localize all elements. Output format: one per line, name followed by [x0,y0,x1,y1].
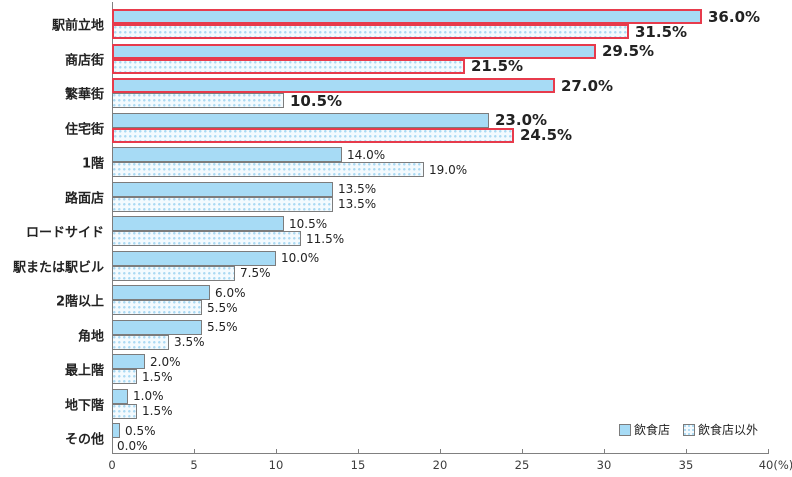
x-axis-line [112,453,769,454]
x-tick-label: 40(%) [758,458,792,472]
x-tick [440,449,441,453]
legend-label-non-restaurant: 飲食店以外 [697,423,758,437]
x-tick-label: 15 [350,458,366,472]
category-label: 最上階 [64,363,104,379]
bar [112,250,276,266]
solid-swatch-icon [618,423,631,436]
x-tick-label: 25 [514,458,530,472]
bar [112,334,169,350]
bar [112,216,284,231]
value-label: 27.0% [561,76,614,95]
category-label: 1階 [81,156,104,172]
category-label: 繁華街 [64,87,104,103]
value-label: 19.0% [429,162,468,177]
bar [112,285,210,300]
value-label: 13.5% [338,182,377,196]
bar [112,354,145,369]
x-tick [358,449,359,453]
category-label: 住宅街 [64,122,104,137]
category-label: 駅前立地 [51,18,104,34]
bar [112,423,120,438]
x-tick [276,449,277,453]
bar [112,78,555,93]
value-label: 6.0% [215,285,246,300]
category-label: 地下階 [64,398,104,413]
category-label: 路面店 [64,191,104,206]
category-label: 駅または駅ビル [12,260,104,275]
x-tick-label: 20 [432,458,448,472]
bar [112,181,333,197]
x-tick [194,449,195,453]
bar [112,231,301,246]
value-label: 1.5% [142,369,173,384]
bar [112,388,128,404]
legend-label-restaurant: 飲食店 [633,423,670,437]
bar [112,369,137,384]
legend-item-restaurant: 飲食店 [618,421,670,438]
value-label: 13.5% [338,197,377,211]
x-tick-label: 0 [108,458,116,472]
value-label: 0.5% [125,423,156,438]
value-label: 21.5% [471,57,524,75]
value-label: 11.5% [306,231,345,246]
value-label: 1.5% [142,404,173,418]
x-tick [768,449,769,453]
bar [112,196,333,212]
category-label: 角地 [77,329,104,344]
value-label: 7.5% [240,266,271,280]
value-label: 31.5% [635,22,688,41]
value-label: 24.5% [520,126,573,144]
value-label: 23.0% [495,111,548,129]
bar [112,162,424,177]
category-label: 2階以上 [55,294,104,310]
value-label: 29.5% [602,42,655,60]
x-tick-label: 5 [190,458,198,472]
legend-item-non-restaurant: 飲食店以外 [682,421,758,438]
bar [112,24,629,39]
value-label: 10.5% [289,216,328,231]
bar [112,43,596,59]
x-tick [686,449,687,453]
x-tick [604,449,605,453]
category-label: その他 [64,432,104,448]
bar [112,127,514,143]
legend: 飲食店 飲食店以外 [618,421,758,438]
bar [112,58,465,74]
bar [112,112,489,128]
category-label: ロードサイド [25,225,104,241]
value-label: 10.0% [281,251,320,265]
value-label: 0.0% [117,438,148,453]
category-label: 商店街 [64,53,104,68]
bar [112,9,702,24]
bar [112,147,342,162]
bar [112,300,202,315]
bar [112,265,235,281]
value-label: 36.0% [708,7,761,26]
value-label: 2.0% [150,354,181,369]
value-label: 3.5% [174,335,205,349]
bar [112,93,284,108]
value-label: 5.5% [207,300,238,315]
value-label: 5.5% [207,320,238,334]
x-tick-label: 35 [678,458,694,472]
bar [112,319,202,335]
value-label: 14.0% [347,147,386,162]
x-tick-label: 10 [268,458,284,472]
value-label: 1.0% [133,389,164,403]
x-tick-label: 30 [596,458,612,472]
dotted-swatch-icon [682,423,695,436]
bar [112,403,137,419]
x-tick [522,449,523,453]
value-label: 10.5% [290,91,343,110]
